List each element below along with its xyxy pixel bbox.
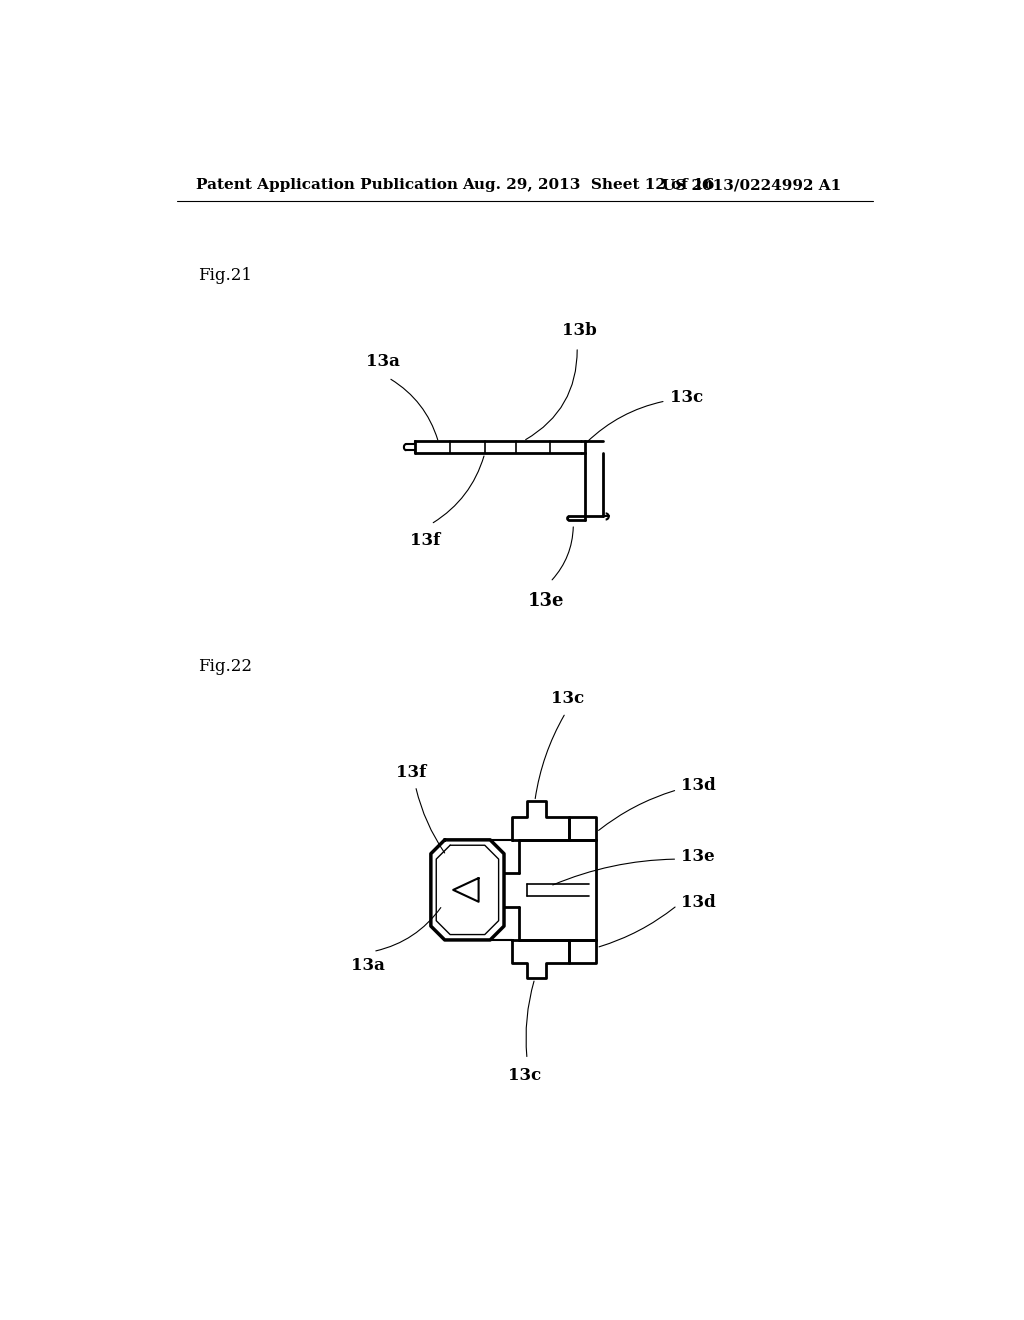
Text: Fig.21: Fig.21 [198, 267, 252, 284]
Text: 13f: 13f [396, 763, 427, 780]
Text: 13c: 13c [551, 689, 585, 706]
Text: 13a: 13a [367, 354, 400, 370]
Polygon shape [512, 940, 569, 978]
Text: US 2013/0224992 A1: US 2013/0224992 A1 [662, 178, 841, 193]
Text: Aug. 29, 2013  Sheet 12 of 16: Aug. 29, 2013 Sheet 12 of 16 [462, 178, 714, 193]
Text: 13e: 13e [681, 849, 715, 866]
Polygon shape [454, 878, 478, 902]
Text: Patent Application Publication: Patent Application Publication [196, 178, 458, 193]
Text: 13d: 13d [681, 777, 716, 795]
Polygon shape [431, 840, 504, 940]
Text: 13f: 13f [410, 532, 440, 549]
Polygon shape [512, 801, 569, 840]
Text: 13c: 13c [670, 388, 702, 405]
Polygon shape [569, 940, 596, 964]
Text: 13c: 13c [508, 1067, 542, 1084]
Text: 13e: 13e [528, 591, 564, 610]
Polygon shape [569, 817, 596, 840]
Text: 13a: 13a [351, 957, 385, 974]
Text: Fig.22: Fig.22 [198, 659, 252, 675]
Text: 13d: 13d [681, 895, 716, 912]
Text: 13b: 13b [562, 322, 597, 339]
